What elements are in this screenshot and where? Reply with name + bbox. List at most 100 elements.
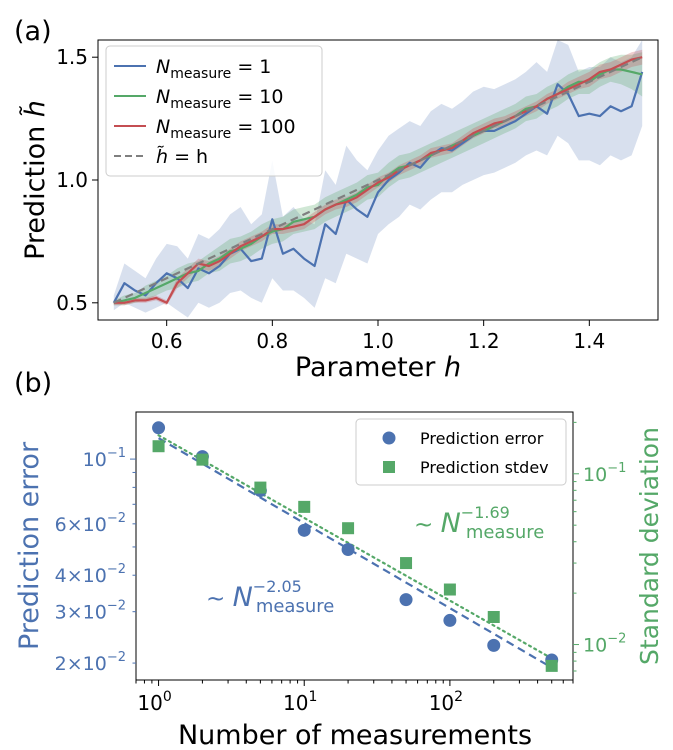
b-annotation-error-sup: −2.05	[253, 577, 302, 596]
a-y-ticks: 0.5 1.0 1.5	[56, 45, 98, 315]
b-y-right-tick-label: 10−1	[583, 461, 626, 486]
b-x-ticks: 100 101 102	[135, 680, 574, 715]
b-point-stdev	[152, 440, 165, 453]
a-y-tick-label: 0.5	[56, 291, 88, 315]
b-y-axis-label-left: Prediction error	[14, 441, 45, 650]
a-legend-label-1: Nmeasure = 1	[156, 56, 271, 82]
b-fit-lines	[157, 434, 553, 669]
b-annotation-stdev-sup: −1.69	[461, 503, 510, 522]
panel-a: (a) 0.6 0.8 1.0 1.2 1.4 0.5 1.0 1.5 Parameter …	[14, 16, 659, 383]
panel-b: (b) 100 101 102 10−16×10−24×10−23×10−22×10…	[14, 368, 664, 750]
a-legend-entry-4: h̃ = h	[114, 146, 208, 168]
b-point-stdev	[487, 610, 500, 623]
a-legend-entry-2: Nmeasure = 10	[114, 86, 283, 112]
b-y-right-tick-base: 10	[583, 635, 607, 657]
b-y-axis-label-right: Standard deviation	[635, 427, 664, 665]
b-point-stdev	[545, 659, 558, 672]
b-y-right-tick-exp: −2	[607, 632, 626, 647]
a-x-tick-label: 1.4	[573, 329, 605, 353]
a-legend: Nmeasure = 1 Nmeasure = 10 Nmeasure = 10…	[105, 45, 323, 177]
a-y-tick-label: 1.0	[56, 168, 88, 192]
b-point-error	[443, 613, 457, 627]
b-y-left-tick-base: 3×10	[55, 602, 107, 624]
a-legend-label-3: Nmeasure = 100	[156, 116, 296, 142]
b-point-stdev	[443, 583, 456, 596]
b-y-left-tick-label: 4×10−2	[55, 562, 126, 587]
a-x-axis-label-var: h	[444, 352, 461, 383]
b-y-left-tick-label: 10−1	[83, 446, 126, 471]
b-y-right-tick-base: 10	[583, 464, 607, 486]
a-x-axis-label: Parameter h	[295, 352, 461, 383]
b-x-tick-label: 100	[137, 689, 171, 715]
b-legend-label-2: Prediction stdev	[420, 458, 549, 477]
b-x-tick-label: 101	[283, 689, 317, 715]
a-band-n1	[113, 40, 643, 318]
b-y-left-tick-exp: −1	[107, 446, 126, 461]
a-y-tick-label: 1.5	[56, 45, 88, 69]
a-legend-rest-3: = 100	[231, 116, 295, 138]
b-y-left-tick-label: 6×10−2	[55, 511, 126, 536]
b-y-left-tick-base: 10	[83, 449, 107, 471]
b-y-right-tick-exp: −1	[607, 461, 626, 476]
a-legend-var-1: N	[156, 56, 170, 78]
panel-a-label: (a)	[14, 16, 52, 47]
b-y-ticks-right: 10−110−2	[573, 421, 626, 672]
a-x-ticks: 0.6 0.8 1.0 1.2 1.4	[151, 320, 605, 353]
b-y-left-tick-exp: −2	[107, 650, 126, 665]
b-point-error	[399, 593, 413, 607]
a-legend-label-4: h̃ = h	[156, 146, 208, 168]
b-y-left-tick-exp: −2	[107, 562, 126, 577]
b-point-stdev	[400, 557, 413, 570]
b-legend: Prediction error Prediction stdev	[355, 418, 567, 486]
b-y-left-tick-label: 3×10−2	[55, 599, 126, 624]
b-point-stdev	[254, 481, 267, 494]
a-legend-rest-2: = 10	[231, 86, 283, 108]
b-annotation-stdev-sub: measure	[466, 522, 545, 543]
b-y-left-tick-exp: −2	[107, 599, 126, 614]
b-legend-label-1: Prediction error	[420, 429, 544, 448]
a-y-axis-label-text: Prediction	[20, 117, 51, 260]
a-legend-rest-4: = h	[168, 146, 208, 168]
b-x-tick-exp: 0	[163, 689, 172, 705]
a-line-n100	[113, 56, 643, 304]
b-fit-line-error	[158, 437, 553, 669]
b-point-error	[297, 523, 311, 537]
b-legend-entry-2: Prediction stdev	[383, 458, 549, 477]
a-x-axis-label-text: Parameter	[295, 352, 444, 383]
b-x-axis-label: Number of measurements	[178, 720, 532, 750]
b-point-error	[152, 421, 166, 435]
b-legend-entry-1: Prediction error	[382, 429, 544, 448]
b-x-tick-base: 10	[429, 691, 454, 715]
a-legend-sub-1: measure	[170, 66, 231, 82]
a-legend-entry-3: Nmeasure = 100	[114, 116, 296, 142]
b-point-error	[341, 543, 355, 557]
b-annotation-stdev-var: N	[441, 508, 461, 539]
b-data-points	[152, 421, 559, 672]
a-legend-var-2: N	[156, 86, 170, 108]
a-x-tick-label: 1.0	[362, 329, 394, 353]
panel-b-label: (b)	[14, 368, 52, 399]
b-point-stdev	[298, 500, 311, 513]
b-y-right-tick-label: 10−2	[583, 632, 626, 657]
b-annotation-error-sub: measure	[256, 596, 335, 617]
b-x-tick-base: 10	[137, 691, 162, 715]
b-legend-marker-square	[383, 461, 395, 473]
b-axes-frame	[135, 411, 574, 681]
a-x-tick-label: 0.6	[151, 329, 183, 353]
a-y-axis-label: Prediction h̃	[19, 100, 51, 260]
b-x-tick-label: 102	[429, 689, 463, 715]
a-legend-var-3: N	[156, 116, 170, 138]
a-series-lines	[112, 56, 644, 304]
b-y-left-tick-base: 4×10	[55, 565, 107, 587]
a-legend-sub-2: measure	[170, 96, 231, 112]
b-y-left-tick-base: 6×10	[55, 514, 107, 536]
a-x-tick-label: 0.8	[256, 329, 288, 353]
a-line-identity	[113, 56, 643, 304]
b-point-stdev	[196, 453, 209, 466]
a-legend-label-2: Nmeasure = 10	[156, 86, 283, 112]
b-x-tick-exp: 2	[454, 689, 463, 705]
b-y-ticks-left: 10−16×10−24×10−23×10−22×10−2	[55, 446, 136, 675]
b-annotation-stdev-fit: ∼ N−1.69 measure	[414, 503, 544, 543]
b-legend-box	[355, 418, 567, 486]
